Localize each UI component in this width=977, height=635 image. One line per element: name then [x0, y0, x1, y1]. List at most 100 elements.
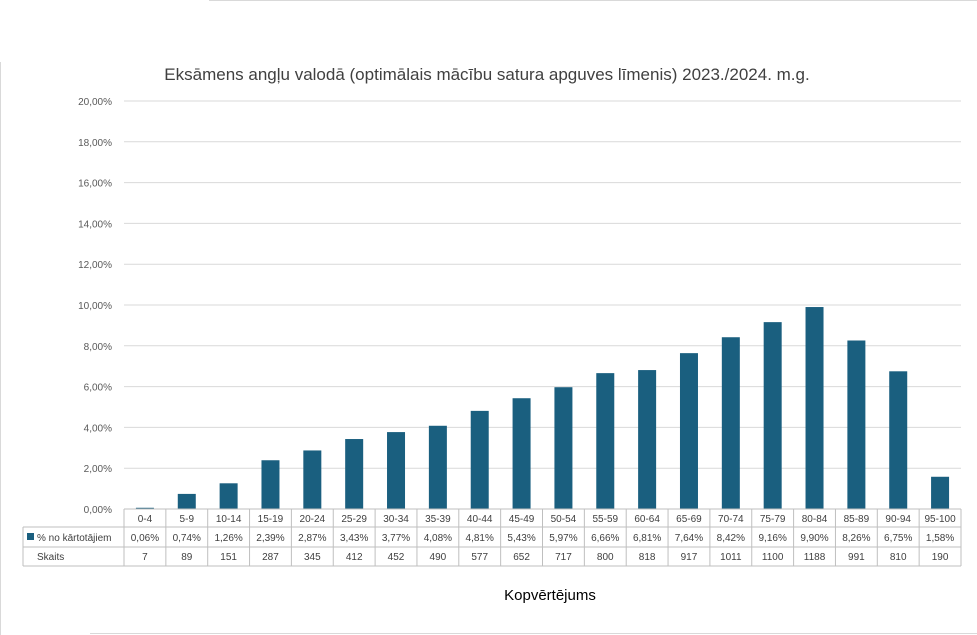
table-cell: 89	[181, 552, 193, 563]
x-tick-label: 50-54	[551, 514, 577, 525]
y-tick-label: 10,00%	[78, 301, 112, 312]
data-label: 4,08%	[424, 533, 452, 544]
table-cell: 190	[932, 552, 949, 563]
bar	[135, 507, 154, 509]
table-cell: 917	[681, 552, 698, 563]
table-cell: 452	[388, 552, 405, 563]
x-tick-label: 75-79	[760, 514, 786, 525]
data-label: 6,81%	[633, 533, 661, 544]
x-tick-label: 55-59	[592, 514, 618, 525]
data-label: 1,26%	[214, 533, 242, 544]
bar	[512, 398, 531, 509]
x-tick-label: 85-89	[844, 514, 870, 525]
y-axis-tick-labels: 0,00% 2,00% 4,00% 6,00% 8,00% 10,00% 12,00% 14,…	[78, 97, 112, 516]
y-tick-label: 2,00%	[84, 464, 112, 475]
data-label: 8,26%	[842, 533, 870, 544]
bar	[261, 460, 280, 509]
data-label: 1,58%	[926, 533, 954, 544]
bar	[638, 370, 657, 509]
x-tick-label: 65-69	[676, 514, 702, 525]
bar	[721, 337, 740, 509]
x-tick-label: 10-14	[216, 514, 242, 525]
bar	[931, 476, 950, 509]
frame-bottom-border	[90, 633, 977, 634]
table-cell: 151	[220, 552, 237, 563]
x-tick-label: 25-29	[341, 514, 367, 525]
bar	[596, 373, 615, 509]
data-label: 0,74%	[173, 533, 201, 544]
table-cell: 717	[555, 552, 572, 563]
table-cell: 345	[304, 552, 321, 563]
data-label: 0,06%	[131, 533, 159, 544]
bar	[345, 439, 364, 509]
x-tick-label: 30-34	[383, 514, 409, 525]
chart-title: Eksāmens angļu valodā (optimālais mācību…	[164, 65, 809, 84]
data-label: 7,64%	[675, 533, 703, 544]
x-tick-label: 95-100	[925, 514, 957, 525]
y-tick-label: 20,00%	[78, 97, 112, 108]
bar	[805, 307, 824, 509]
x-tick-label: 15-19	[258, 514, 284, 525]
bar	[763, 322, 782, 509]
table-cell: 818	[639, 552, 656, 563]
bar	[889, 371, 908, 509]
grid-lines	[124, 100, 961, 510]
table-cell: 1188	[804, 552, 826, 563]
bar	[554, 387, 573, 509]
data-label: 4,81%	[466, 533, 494, 544]
table-cell: 800	[597, 552, 614, 563]
y-tick-label: 18,00%	[78, 138, 112, 149]
data-label: 9,16%	[758, 533, 786, 544]
table-row-label: Skaits	[37, 552, 64, 563]
y-tick-label: 8,00%	[84, 342, 112, 353]
x-tick-label: 45-49	[509, 514, 535, 525]
y-tick-label: 14,00%	[78, 219, 112, 230]
x-tick-label: 20-24	[300, 514, 326, 525]
data-label: 3,43%	[340, 533, 368, 544]
y-tick-label: 6,00%	[84, 383, 112, 394]
y-tick-label: 12,00%	[78, 260, 112, 271]
data-label: 6,75%	[884, 533, 912, 544]
legend-key	[27, 533, 34, 540]
x-tick-label: 70-74	[718, 514, 744, 525]
bar	[387, 432, 406, 509]
data-label: 3,77%	[382, 533, 410, 544]
bar	[303, 450, 322, 509]
x-tick-label: 80-84	[802, 514, 828, 525]
x-axis-label: Kopvērtējums	[504, 587, 596, 604]
y-tick-label: 16,00%	[78, 179, 112, 190]
data-table: 0-4 5-9 10-14 15-19 20-24 25-29 30-34 35-39 40-4…	[22, 508, 962, 567]
x-tick-label: 35-39	[425, 514, 451, 525]
bars	[135, 307, 950, 509]
data-label: 2,39%	[256, 533, 284, 544]
table-cell: 7	[142, 552, 148, 563]
table-cell: 577	[471, 552, 488, 563]
bar	[847, 340, 866, 509]
frame-top-border	[209, 0, 977, 1]
legend-label: % no kārtotājiem	[37, 533, 111, 544]
bar	[679, 353, 698, 509]
table-cell: 287	[262, 552, 279, 563]
data-label: 6,66%	[591, 533, 619, 544]
frame-left-border	[0, 62, 1, 635]
data-label: 2,87%	[298, 533, 326, 544]
table-cell: 490	[430, 552, 447, 563]
table-cell: 991	[848, 552, 865, 563]
data-label: 9,90%	[800, 533, 828, 544]
data-label: 5,97%	[549, 533, 577, 544]
x-tick-label: 5-9	[180, 514, 195, 525]
x-tick-label: 90-94	[885, 514, 911, 525]
x-tick-label: 60-64	[634, 514, 660, 525]
y-tick-label: 0,00%	[84, 505, 112, 516]
table-cell: 652	[513, 552, 530, 563]
bar	[177, 493, 196, 509]
table-cell: 412	[346, 552, 363, 563]
table-cell: 810	[890, 552, 907, 563]
data-label: 8,42%	[717, 533, 745, 544]
x-tick-label: 40-44	[467, 514, 493, 525]
bar	[470, 410, 489, 509]
table-cell: 1100	[762, 552, 784, 563]
x-tick-label: 0-4	[138, 514, 153, 525]
table-cell: 1011	[720, 552, 742, 563]
